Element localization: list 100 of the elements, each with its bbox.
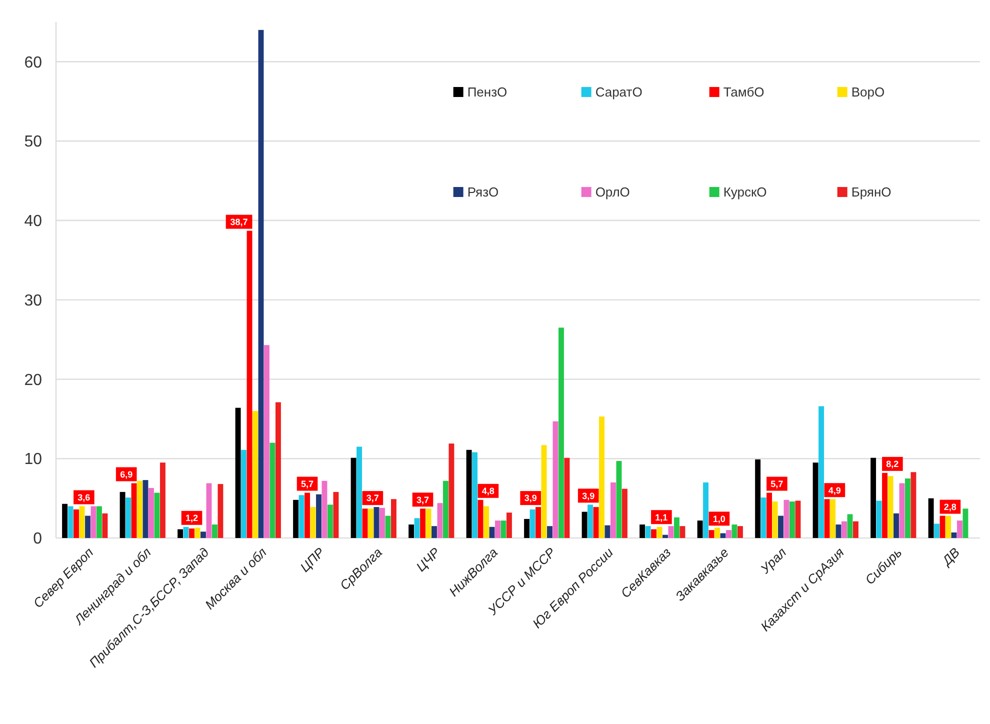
data-label: 3,9 — [582, 490, 595, 501]
bar — [333, 492, 339, 538]
bar — [194, 528, 200, 538]
bar — [489, 526, 495, 538]
bar — [258, 30, 264, 538]
bar — [530, 509, 536, 538]
bar — [478, 500, 484, 538]
bar — [899, 483, 905, 538]
bar — [732, 524, 738, 538]
bar — [640, 524, 646, 538]
bar — [466, 450, 472, 538]
bar — [818, 406, 824, 538]
bar — [414, 518, 420, 538]
bar — [218, 484, 224, 538]
bar — [910, 472, 916, 538]
bar — [200, 532, 206, 538]
bar — [131, 483, 137, 538]
bar — [680, 526, 686, 538]
y-tick-label: 40 — [24, 213, 42, 230]
bar — [96, 506, 102, 538]
bar — [962, 508, 968, 538]
bar — [668, 526, 674, 538]
data-label: 3,7 — [416, 494, 430, 505]
legend-label: СаратО — [595, 84, 642, 100]
bar — [178, 529, 184, 538]
bar — [362, 508, 368, 538]
bar — [824, 499, 830, 538]
bar — [390, 499, 396, 538]
y-tick-label: 30 — [24, 292, 42, 310]
data-label: 1,2 — [186, 513, 198, 524]
bar — [310, 507, 316, 538]
bar — [472, 452, 478, 538]
bar — [408, 524, 414, 538]
bar — [830, 499, 836, 538]
data-label: 5,7 — [301, 478, 314, 489]
y-tick-label: 20 — [24, 372, 42, 389]
bar — [946, 516, 951, 538]
bar — [506, 512, 512, 538]
bar — [888, 476, 894, 538]
bar — [241, 450, 247, 538]
bar — [500, 520, 506, 538]
bar — [368, 508, 374, 538]
bar — [622, 488, 628, 538]
bar — [298, 495, 304, 538]
bar — [264, 345, 270, 538]
legend-label: ВорО — [851, 84, 885, 100]
bar — [836, 524, 842, 538]
bar — [951, 532, 957, 538]
bar — [772, 501, 778, 538]
bar — [68, 506, 74, 538]
bar — [420, 508, 426, 538]
bar — [235, 408, 241, 538]
bar — [656, 526, 662, 538]
bar — [558, 328, 564, 538]
bar — [904, 478, 910, 538]
bar — [148, 488, 154, 538]
bar — [582, 512, 588, 538]
x-tick-label: ДВ — [938, 544, 963, 570]
y-tick-label: 60 — [24, 54, 42, 72]
data-label: 4,8 — [482, 486, 494, 496]
bar — [789, 501, 795, 538]
bar — [189, 528, 194, 538]
bar — [852, 521, 858, 538]
bar — [212, 524, 218, 538]
bar — [714, 528, 720, 538]
bar — [876, 500, 882, 538]
bar — [183, 526, 189, 538]
bar — [593, 507, 599, 538]
data-label: 1,1 — [655, 512, 668, 522]
bar — [270, 442, 276, 538]
bar — [126, 498, 132, 538]
bar — [564, 458, 570, 538]
bar — [102, 513, 108, 538]
bar — [842, 521, 847, 538]
bar — [120, 492, 126, 538]
data-label: 2,8 — [944, 502, 956, 512]
bar — [737, 526, 743, 538]
bar — [870, 458, 876, 538]
bar — [940, 516, 946, 538]
bar — [604, 525, 610, 538]
legend-label: ПензО — [467, 84, 508, 100]
bar — [760, 498, 766, 538]
bar — [246, 230, 252, 538]
bar — [726, 530, 732, 538]
bar — [928, 498, 934, 538]
bar — [275, 402, 281, 538]
bar — [252, 410, 258, 538]
data-label: 8,2 — [886, 459, 899, 470]
bar — [894, 513, 899, 538]
bar — [674, 517, 680, 538]
bar — [547, 526, 552, 538]
legend-label: КурскО — [723, 184, 767, 200]
bar — [755, 459, 761, 538]
y-tick-label: 10 — [24, 451, 42, 468]
bar — [437, 503, 443, 538]
legend-label: ТамбО — [723, 84, 764, 100]
y-tick-label: 50 — [24, 134, 42, 151]
data-label: 6,9 — [120, 469, 133, 480]
bar — [448, 444, 454, 538]
bar — [206, 483, 212, 538]
